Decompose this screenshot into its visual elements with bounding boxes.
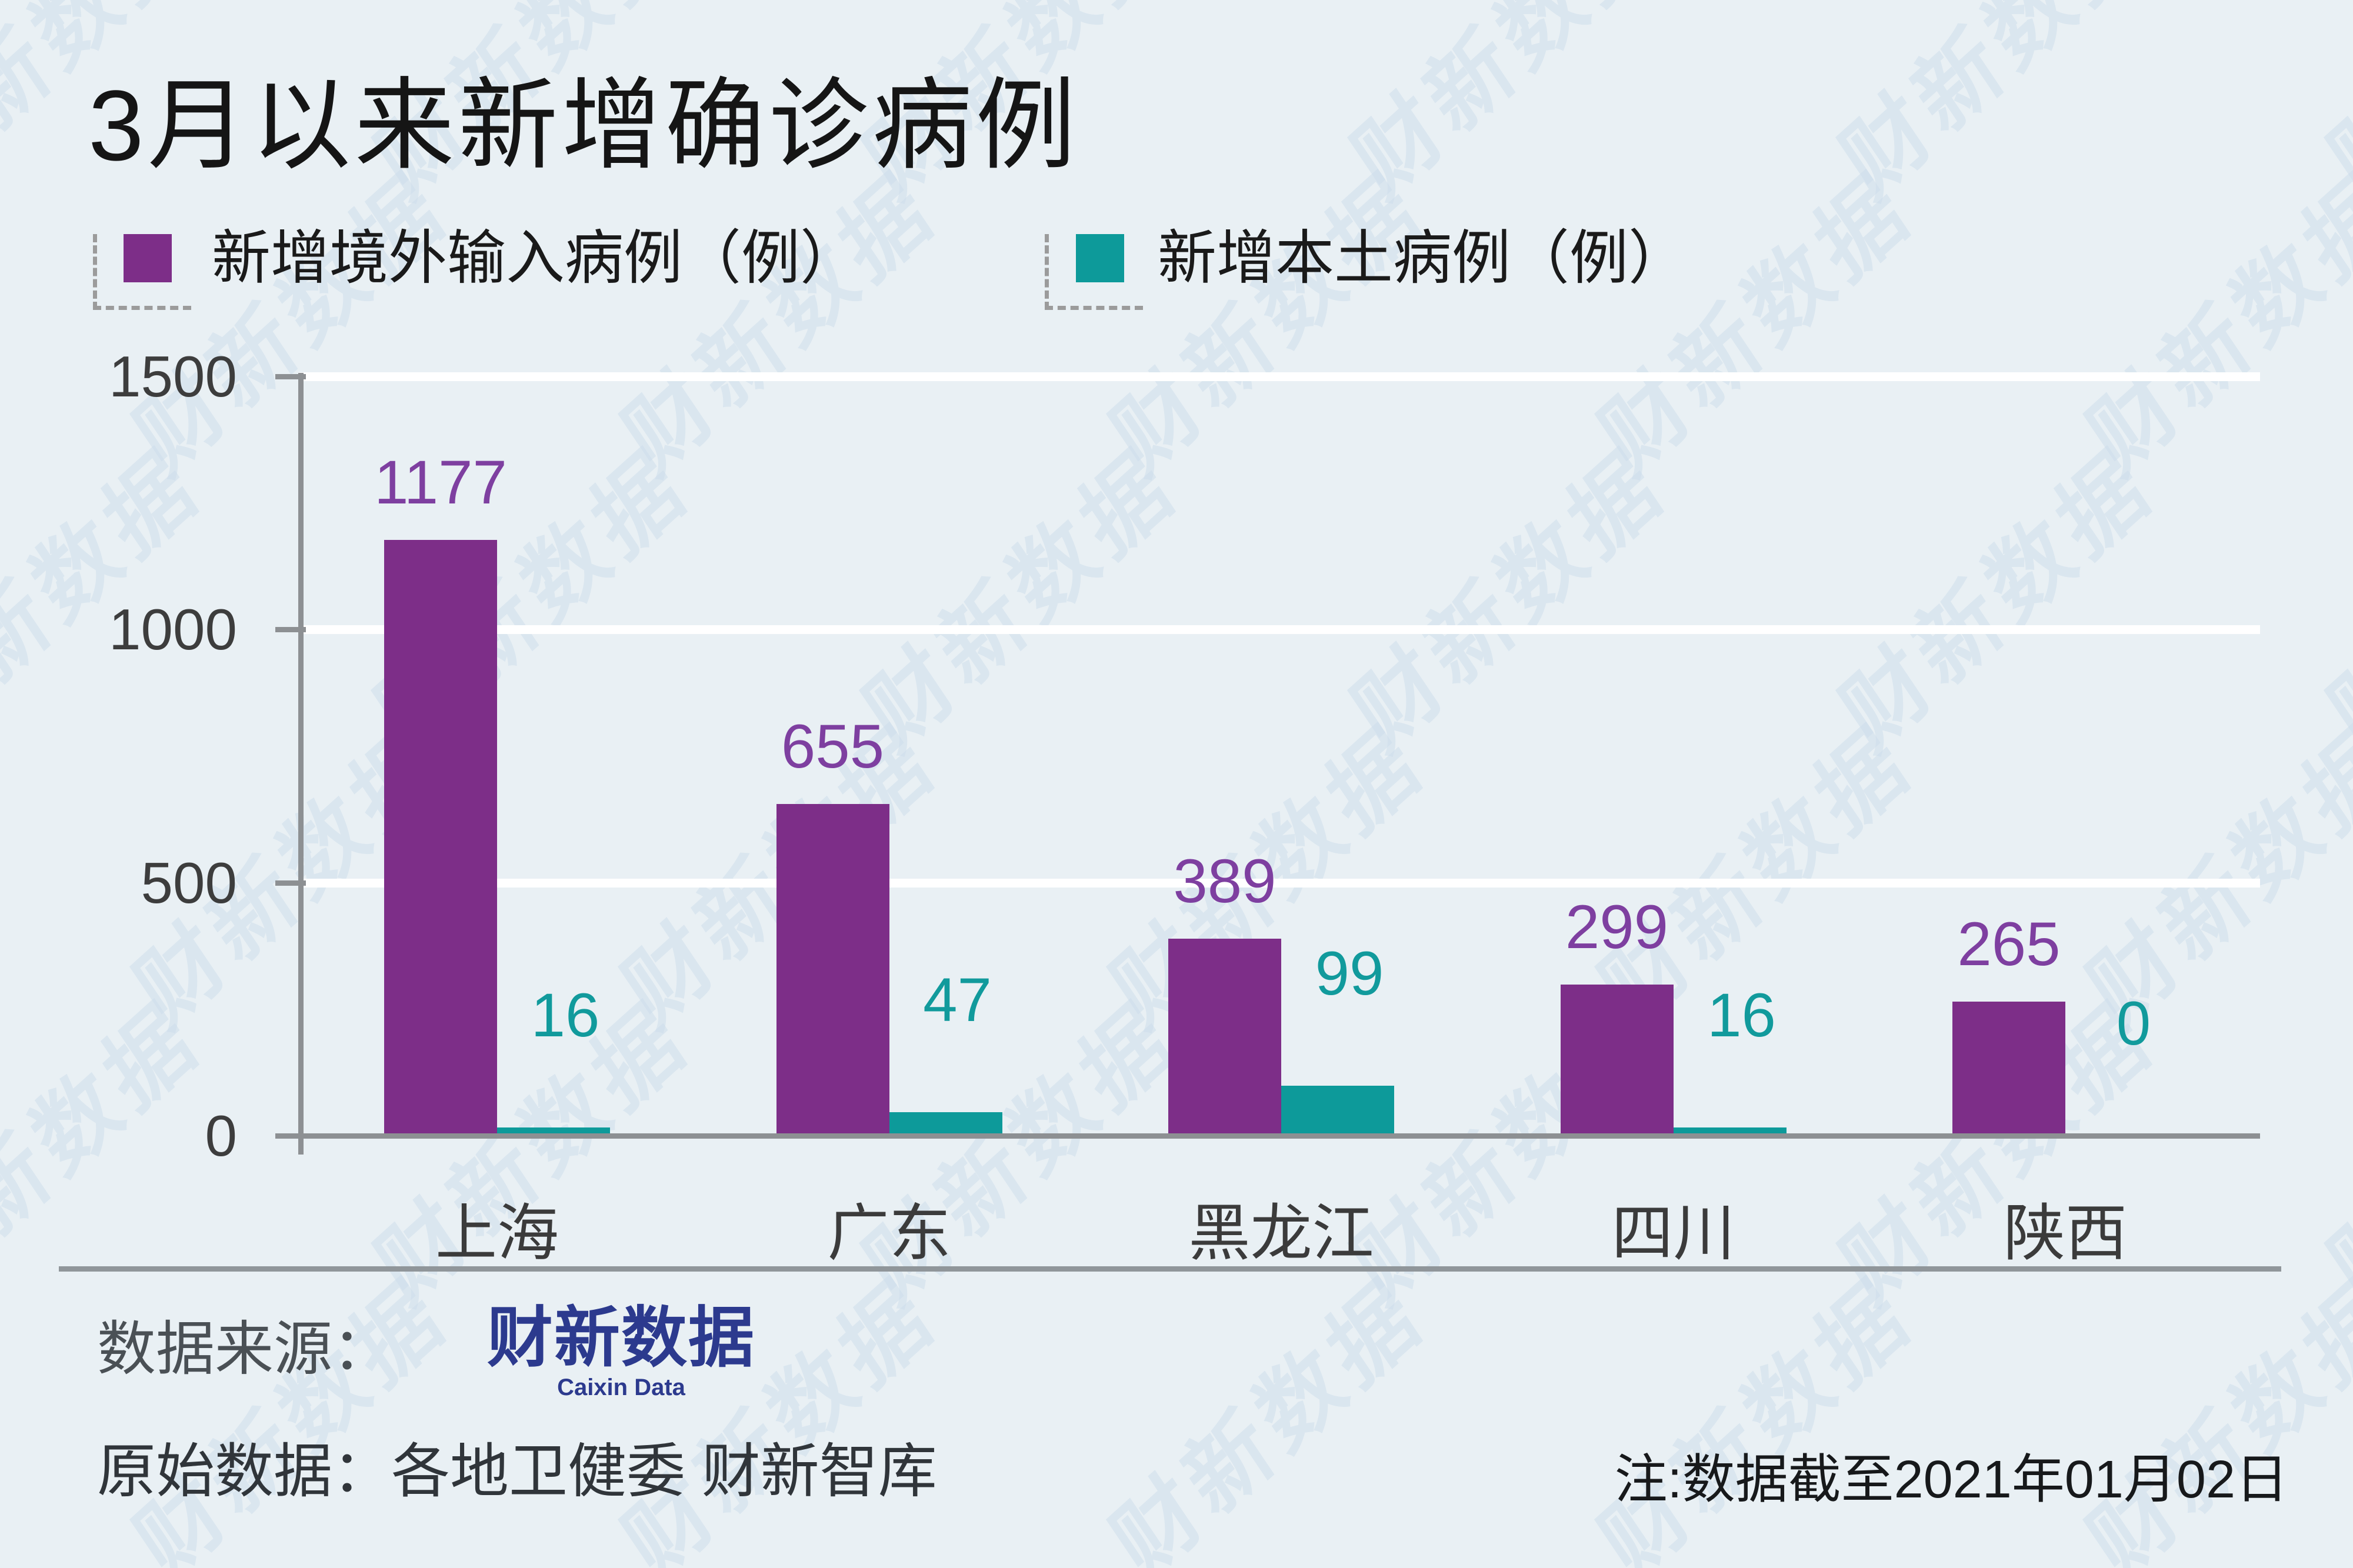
legend-label-local: 新增本土病例（例） — [1158, 225, 1687, 291]
x-category-label-0: 上海 — [435, 1199, 559, 1268]
legend-bracket-icon — [1045, 234, 1143, 310]
raw-data-label: 原始数据：各地卫健委 财新智库 — [97, 1439, 937, 1504]
value-label-imported-1: 655 — [781, 712, 885, 782]
bar-imported-0 — [384, 539, 497, 1136]
value-label-local-3: 16 — [1707, 981, 1776, 1050]
gridline-1000 — [298, 625, 2260, 635]
bar-local-2 — [1281, 1085, 1394, 1136]
caixin-logo-zh: 财新数据 — [487, 1301, 755, 1374]
chart-title: 3月以来新增确诊病例 — [88, 70, 1079, 182]
caixin-logo-en: Caixin Data — [557, 1374, 685, 1400]
value-label-local-2: 99 — [1315, 939, 1384, 1008]
x-category-label-1: 广东 — [827, 1199, 951, 1268]
gridline-1500 — [298, 372, 2260, 381]
y-tick-label-500: 500 — [141, 850, 237, 915]
caixin-data-logo: 财新数据 Caixin Data — [487, 1303, 755, 1401]
value-label-local-4: 0 — [2116, 989, 2151, 1058]
data-cutoff-note: 注:数据截至2021年01月02日 — [1614, 1450, 2288, 1509]
bar-local-1 — [889, 1112, 1002, 1136]
legend-label-imported: 新增境外输入病例（例） — [212, 225, 859, 291]
y-tickmark-1000 — [275, 627, 306, 633]
y-axis-line — [298, 373, 304, 1155]
footer-separator — [59, 1266, 2281, 1272]
value-label-imported-2: 389 — [1173, 847, 1277, 916]
y-tick-label-1000: 1000 — [108, 597, 237, 662]
x-category-label-2: 黑龙江 — [1188, 1199, 1374, 1268]
y-tickmark-1500 — [275, 374, 306, 379]
value-label-imported-4: 265 — [1957, 909, 2061, 979]
x-category-label-4: 陕西 — [2003, 1199, 2127, 1268]
legend-bracket-icon — [93, 234, 191, 310]
y-tickmark-500 — [275, 880, 306, 886]
bar-imported-4 — [1952, 1001, 2065, 1136]
x-axis-line — [276, 1133, 2260, 1139]
bar-imported-1 — [776, 804, 889, 1136]
data-source-label: 数据来源： — [97, 1316, 391, 1382]
x-category-label-3: 四川 — [1611, 1199, 1735, 1268]
y-tick-label-1500: 1500 — [108, 344, 237, 409]
value-label-local-1: 47 — [923, 965, 992, 1035]
legend-swatch-imported-icon — [124, 234, 172, 282]
value-label-imported-0: 1177 — [374, 448, 507, 517]
value-label-local-0: 16 — [531, 981, 600, 1050]
value-label-imported-3: 299 — [1565, 892, 1669, 962]
y-tick-label-0: 0 — [205, 1103, 237, 1168]
legend-swatch-local-icon — [1076, 234, 1124, 282]
bar-imported-3 — [1560, 984, 1674, 1136]
bar-imported-2 — [1168, 939, 1281, 1136]
